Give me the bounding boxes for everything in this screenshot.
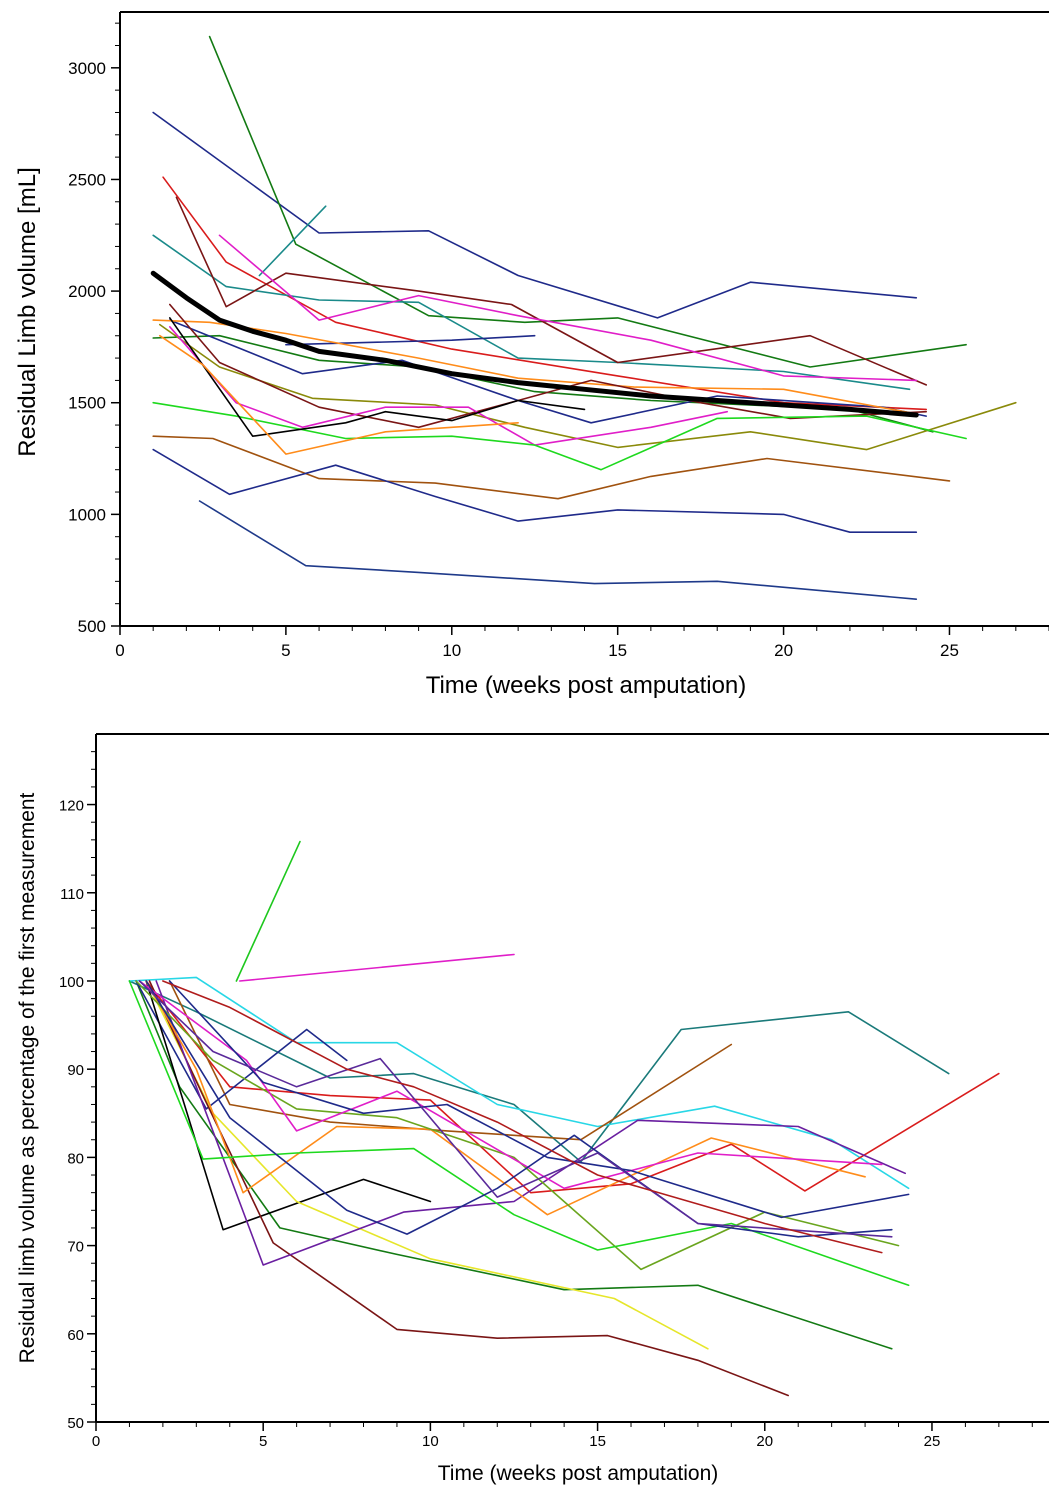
- y-tick-label: 500: [78, 617, 106, 636]
- series-lines: [150, 35, 1017, 601]
- series-line-1: [235, 840, 301, 982]
- y-tick-label: 100: [59, 974, 84, 991]
- x-tick-label: 25: [940, 641, 959, 660]
- series-line-16: [138, 980, 883, 1190]
- y-tick-label: 80: [67, 1150, 84, 1167]
- axis-ticks: 0 5 10 15 20 25 500 1000 1500 2000 2500 3000: [68, 22, 1049, 660]
- mean-trend-line: [150, 270, 919, 418]
- series-line-1: [152, 111, 918, 319]
- series-line-4: [152, 234, 911, 391]
- y-tick-label: 2500: [68, 170, 106, 189]
- y-tick-label: 2000: [68, 282, 106, 301]
- series-line-6: [175, 196, 928, 386]
- series-line-4: [128, 980, 950, 1163]
- y-tick-label: 50: [67, 1415, 84, 1432]
- x-tick-label: 0: [115, 641, 124, 660]
- series-line-7: [218, 234, 918, 382]
- series-line-19: [138, 980, 893, 1238]
- y-tick-label: 60: [67, 1327, 84, 1344]
- series-line-8: [135, 980, 348, 1110]
- x-tick-label: 5: [281, 641, 290, 660]
- series-line-2: [239, 953, 515, 982]
- series-line-19: [152, 448, 918, 534]
- series-line-17: [168, 980, 910, 1219]
- series-line-3: [135, 980, 893, 1350]
- series-line-18: [152, 435, 951, 500]
- y-tick-label: 1500: [68, 394, 106, 413]
- x-tick-label: 5: [259, 1433, 267, 1450]
- x-tick-label: 15: [608, 641, 627, 660]
- series-line-7: [168, 980, 733, 1141]
- series-line-5: [258, 205, 327, 277]
- x-tick-label: 20: [774, 641, 793, 660]
- x-axis-title: Time (weeks post amputation): [438, 1462, 719, 1485]
- series-line-18: [145, 980, 893, 1238]
- y-axis-title: Residual Limb volume [mL]: [14, 167, 41, 456]
- plot-frame: [95, 733, 1049, 1423]
- series-line-12: [159, 323, 1017, 451]
- x-axis-title: Time (weeks post amputation): [426, 672, 747, 699]
- series-line-10: [145, 980, 709, 1350]
- y-tick-label: 120: [59, 798, 84, 815]
- series-line-5: [128, 976, 910, 1190]
- y-tick-label: 110: [60, 886, 84, 903]
- x-tick-label: 10: [422, 1433, 439, 1450]
- series-line-12: [155, 980, 907, 1266]
- series-line-13: [145, 980, 866, 1216]
- series-line-2: [208, 35, 967, 368]
- x-tick-label: 10: [442, 641, 461, 660]
- series-line-9: [145, 980, 432, 1231]
- y-tick-label: 70: [67, 1239, 84, 1256]
- x-tick-label: 25: [924, 1433, 941, 1450]
- series-line-10: [169, 319, 928, 424]
- x-tick-label: 20: [756, 1433, 773, 1450]
- axis-ticks: 0 5 10 15 20 25 50 60 70 80 90 100 110 120: [59, 751, 1033, 1450]
- volume-chart: 0 5 10 15 20 25 500 1000 1500 2000 2500 3000 Time (…: [14, 11, 1049, 699]
- series-line-15: [152, 401, 967, 471]
- series-line-15: [128, 980, 910, 1287]
- series-line-14: [135, 980, 900, 1271]
- y-tick-label: 1000: [68, 505, 106, 524]
- series-line-20: [162, 980, 883, 1254]
- series-line-11: [148, 980, 790, 1397]
- series-lines: [128, 840, 1000, 1397]
- y-tick-label: 3000: [68, 59, 106, 78]
- x-tick-label: 0: [92, 1433, 100, 1450]
- y-tick-label: 90: [67, 1062, 84, 1079]
- series-line-11: [152, 319, 918, 415]
- series-line-16: [169, 317, 586, 438]
- x-tick-label: 15: [589, 1433, 606, 1450]
- series-line-14: [169, 325, 729, 446]
- percentage-chart: 0 5 10 15 20 25 50 60 70 80 90 100 110 120 Time (week…: [16, 733, 1049, 1485]
- series-line-20: [198, 500, 918, 601]
- series-line-17: [159, 334, 519, 455]
- y-axis-title: Residual limb volume as percentage of th…: [16, 792, 39, 1363]
